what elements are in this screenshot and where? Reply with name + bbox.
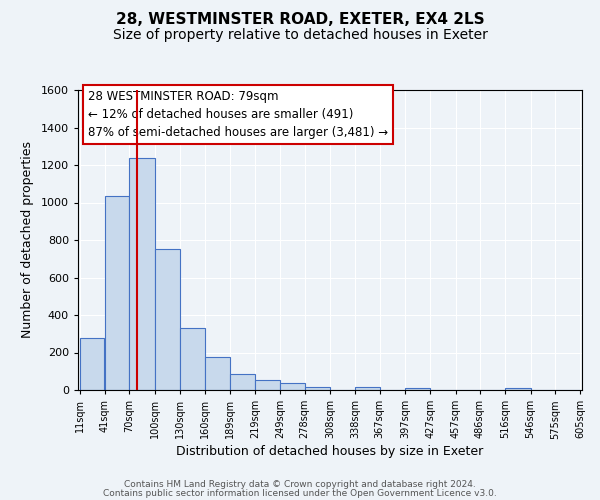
Text: Contains public sector information licensed under the Open Government Licence v3: Contains public sector information licen… [103,488,497,498]
Bar [205,357,230,390]
Text: 28, WESTMINSTER ROAD, EXETER, EX4 2LS: 28, WESTMINSTER ROAD, EXETER, EX4 2LS [116,12,484,28]
Bar [280,382,305,390]
Bar [255,380,280,390]
Y-axis label: Number of detached properties: Number of detached properties [21,142,34,338]
Bar [355,388,380,390]
Bar [130,158,155,390]
Bar [155,250,180,390]
Bar [105,196,130,390]
Bar [180,328,205,390]
Bar [505,388,530,390]
Text: Size of property relative to detached houses in Exeter: Size of property relative to detached ho… [113,28,487,42]
Bar [230,374,255,390]
Bar [80,338,104,390]
Bar [405,388,430,390]
Bar [305,386,330,390]
Text: 28 WESTMINSTER ROAD: 79sqm
← 12% of detached houses are smaller (491)
87% of sem: 28 WESTMINSTER ROAD: 79sqm ← 12% of deta… [88,90,388,139]
Text: Contains HM Land Registry data © Crown copyright and database right 2024.: Contains HM Land Registry data © Crown c… [124,480,476,489]
X-axis label: Distribution of detached houses by size in Exeter: Distribution of detached houses by size … [176,446,484,458]
